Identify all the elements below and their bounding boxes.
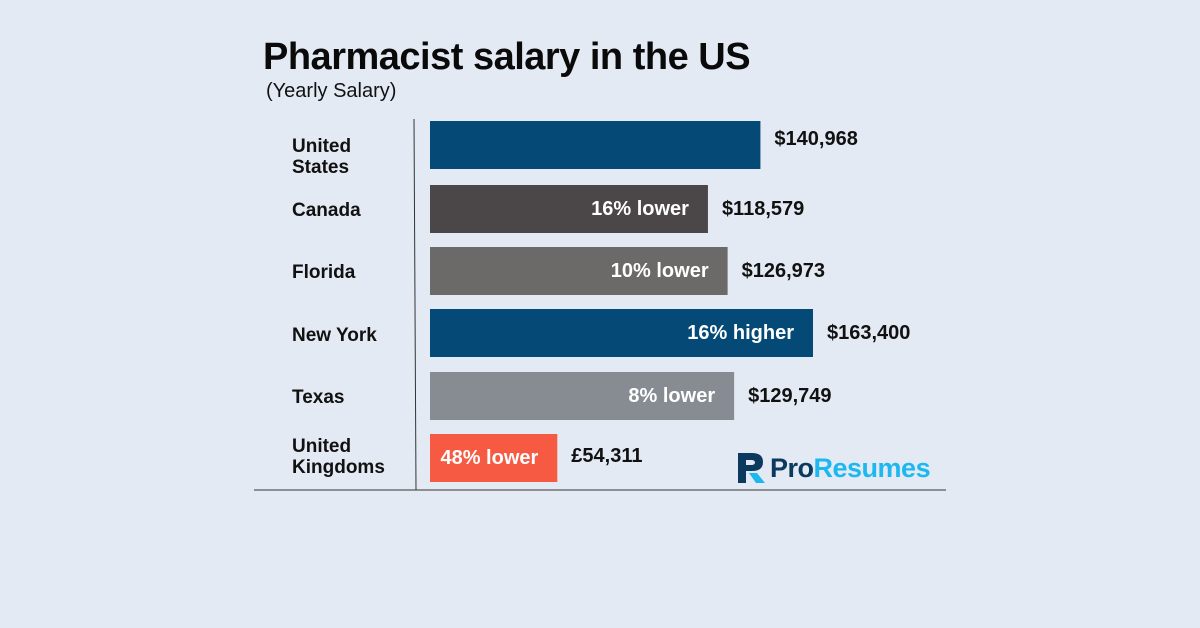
bar-value-label: $129,749: [748, 385, 832, 407]
bar-6: [430, 434, 558, 482]
bar-comparison-label: 16% higher: [687, 322, 794, 344]
category-label: United States: [292, 136, 352, 178]
bar-group: [430, 121, 813, 482]
bar-value-label: $163,400: [827, 322, 911, 344]
y-axis-line: [413, 118, 417, 491]
proresumes-logo: ProResumes: [736, 451, 931, 485]
bar-value-label: $140,968: [774, 128, 858, 150]
proresumes-logo-icon: [738, 453, 765, 483]
logo-text-resumes: Resumes: [813, 452, 931, 483]
bar-comparison-label: 48% lower: [440, 447, 539, 469]
bar-comparison-label: 10% lower: [610, 260, 709, 282]
bar-1: [430, 121, 761, 169]
bar-2: [430, 185, 708, 233]
chart-subtitle: (Yearly Salary): [266, 80, 397, 102]
category-label: Texas: [292, 387, 345, 408]
bar-5: [430, 372, 735, 420]
bar-value-label: £54,311: [571, 445, 643, 467]
bar-value-label: $126,973: [741, 260, 826, 282]
category-label: Florida: [292, 262, 356, 283]
bar-3: [430, 247, 728, 295]
bar-value-label: $118,579: [721, 198, 805, 220]
category-label: Canada: [292, 200, 361, 221]
category-label: New York: [292, 325, 377, 346]
bar-comparison-label: 16% lower: [591, 198, 689, 220]
chart-title: Pharmacist salary in the US: [263, 36, 751, 78]
bar-comparison-label: 8% lower: [628, 385, 716, 407]
category-label: United Kingdoms: [292, 436, 385, 478]
logo-text-pro: Pro: [770, 452, 814, 483]
bar-4: [430, 309, 813, 357]
